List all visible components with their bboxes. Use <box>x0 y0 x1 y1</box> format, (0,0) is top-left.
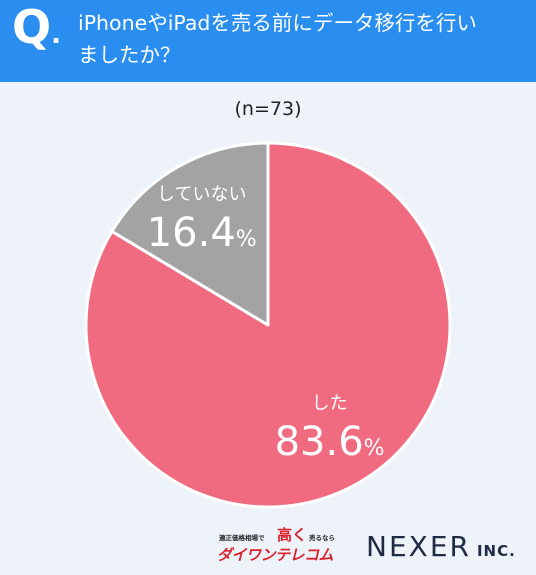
q-letter: Q <box>12 0 52 54</box>
pie-slice-2 <box>110 141 270 327</box>
sponsor-taka-text: 高く <box>277 526 308 544</box>
slice-label-2: していない <box>157 184 246 205</box>
slice-value-2: 16.4% <box>147 210 257 256</box>
company-name: NEXER <box>366 530 471 563</box>
question-text: iPhoneやiPadを売る前にデータ移行を行い ましたか？ <box>78 7 526 71</box>
pie-slice-1 <box>84 141 452 509</box>
company-suffix: INC. <box>476 542 516 560</box>
slice-value-1: 83.6% <box>275 419 385 465</box>
q-dot: . <box>51 20 61 50</box>
sample-size-label: (n=73) <box>234 98 302 120</box>
sponsor-brand-text: ダイワンテレコム <box>217 546 334 564</box>
slice-label-1: した <box>312 393 348 414</box>
sponsor-small-text: 適正価格相場で <box>219 534 265 542</box>
question-header: Q. iPhoneやiPadを売る前にデータ移行を行い ましたか？ <box>0 0 536 82</box>
q-mark: Q. <box>12 4 61 50</box>
question-line-1: iPhoneやiPadを売る前にデータ移行を行い <box>78 11 477 35</box>
company-logo: NEXER INC. <box>366 530 516 563</box>
sponsor-logo: 適正価格相場で 高く 売るなら ダイワンテレコム <box>217 524 339 564</box>
sponsor-uru-text: 売るなら <box>309 534 335 542</box>
question-line-2: ましたか？ <box>78 43 181 67</box>
